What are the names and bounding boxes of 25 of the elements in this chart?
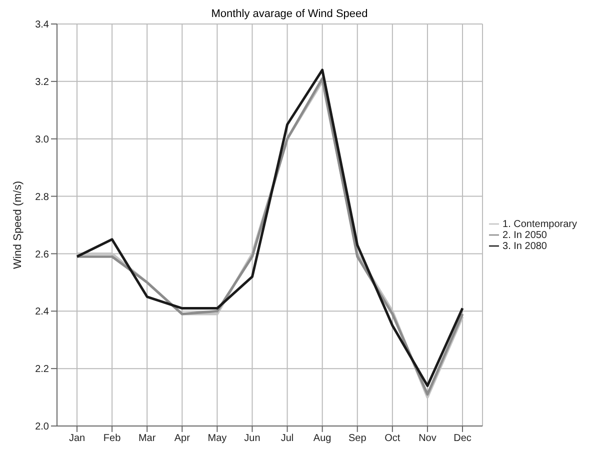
x-tick-label: Aug <box>313 433 332 444</box>
x-tick-label: Apr <box>174 433 191 444</box>
x-tick-label: Oct <box>384 433 400 444</box>
x-tick-label: Jan <box>68 433 86 444</box>
y-tick-label: 3.4 <box>35 20 50 31</box>
legend-label: 3. In 2080 <box>502 240 547 252</box>
y-axis-title: Wind Speed (m/s) <box>12 180 24 270</box>
x-tick-label: Feb <box>103 433 122 444</box>
y-tick-label: 3.0 <box>35 134 50 146</box>
y-tick-label: 2.6 <box>35 249 50 260</box>
x-tick-label: Mar <box>138 433 156 444</box>
chart-title: Monthly avarage of Wind Speed <box>210 8 369 20</box>
x-tick-label: Nov <box>418 433 436 444</box>
x-tick-label: May <box>208 433 227 444</box>
legend-label: 1. Contemporary <box>502 218 577 230</box>
legend-label: 2. In 2050 <box>502 230 547 240</box>
x-tick-label: Dec <box>454 433 472 444</box>
y-tick-label: 2.0 <box>35 422 50 433</box>
x-tick-label: Jul <box>280 433 294 444</box>
y-tick-label: 2.2 <box>35 364 50 376</box>
y-tick-label: 2.8 <box>35 192 50 203</box>
y-tick-label: 3.2 <box>35 76 50 88</box>
x-tick-label: Sep <box>348 433 367 444</box>
y-tick-label: 2.4 <box>35 306 50 318</box>
x-tick-label: Jun <box>244 433 260 444</box>
